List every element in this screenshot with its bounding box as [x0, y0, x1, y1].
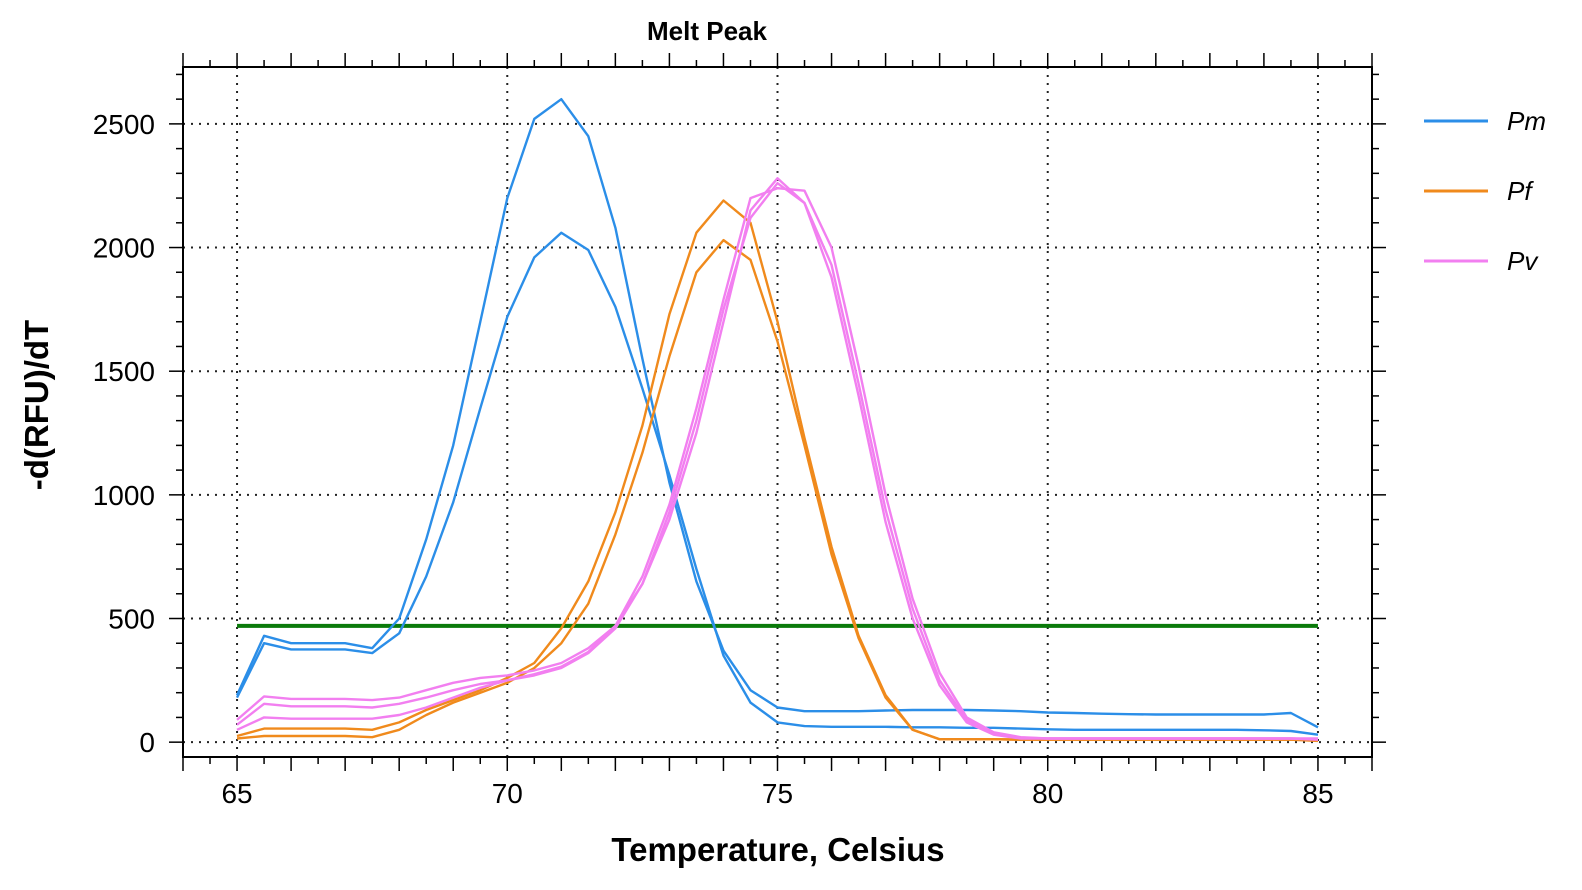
y-tick-label: 2500: [93, 109, 155, 140]
y-tick-label: 2000: [93, 233, 155, 264]
legend-item-pv: Pv: [1424, 246, 1539, 276]
x-tick-label: 70: [492, 778, 523, 809]
y-tick-label: 1500: [93, 356, 155, 387]
x-tick-label: 80: [1032, 778, 1063, 809]
chart-title: Melt Peak: [647, 16, 767, 46]
y-tick-label: 500: [108, 604, 155, 635]
x-axis-label: Temperature, Celsius: [611, 831, 944, 868]
y-tick-label: 0: [139, 727, 155, 758]
legend-item-pm: Pm: [1424, 106, 1546, 136]
plot-area: 65 70 75 80 85 0 500 1000 1500 2000 2500: [93, 53, 1386, 809]
x-tick-label: 85: [1302, 778, 1333, 809]
y-axis-label: -d(RFU)/dT: [18, 320, 55, 490]
x-tick-label: 65: [221, 778, 252, 809]
y-tick-label: 1000: [93, 480, 155, 511]
legend-label: Pm: [1507, 106, 1546, 136]
legend-label: Pf: [1507, 176, 1534, 206]
series-line-pv-7: [236, 181, 1319, 741]
legend-label: Pv: [1507, 246, 1539, 276]
plot-frame: [182, 66, 1373, 758]
series-line-pm-2: [235, 231, 1319, 736]
series-line-pm-1: [235, 97, 1319, 729]
legend-item-pf: Pf: [1424, 176, 1534, 206]
x-tick-label: 75: [762, 778, 793, 809]
legend: Pm Pf Pv: [1424, 106, 1546, 276]
